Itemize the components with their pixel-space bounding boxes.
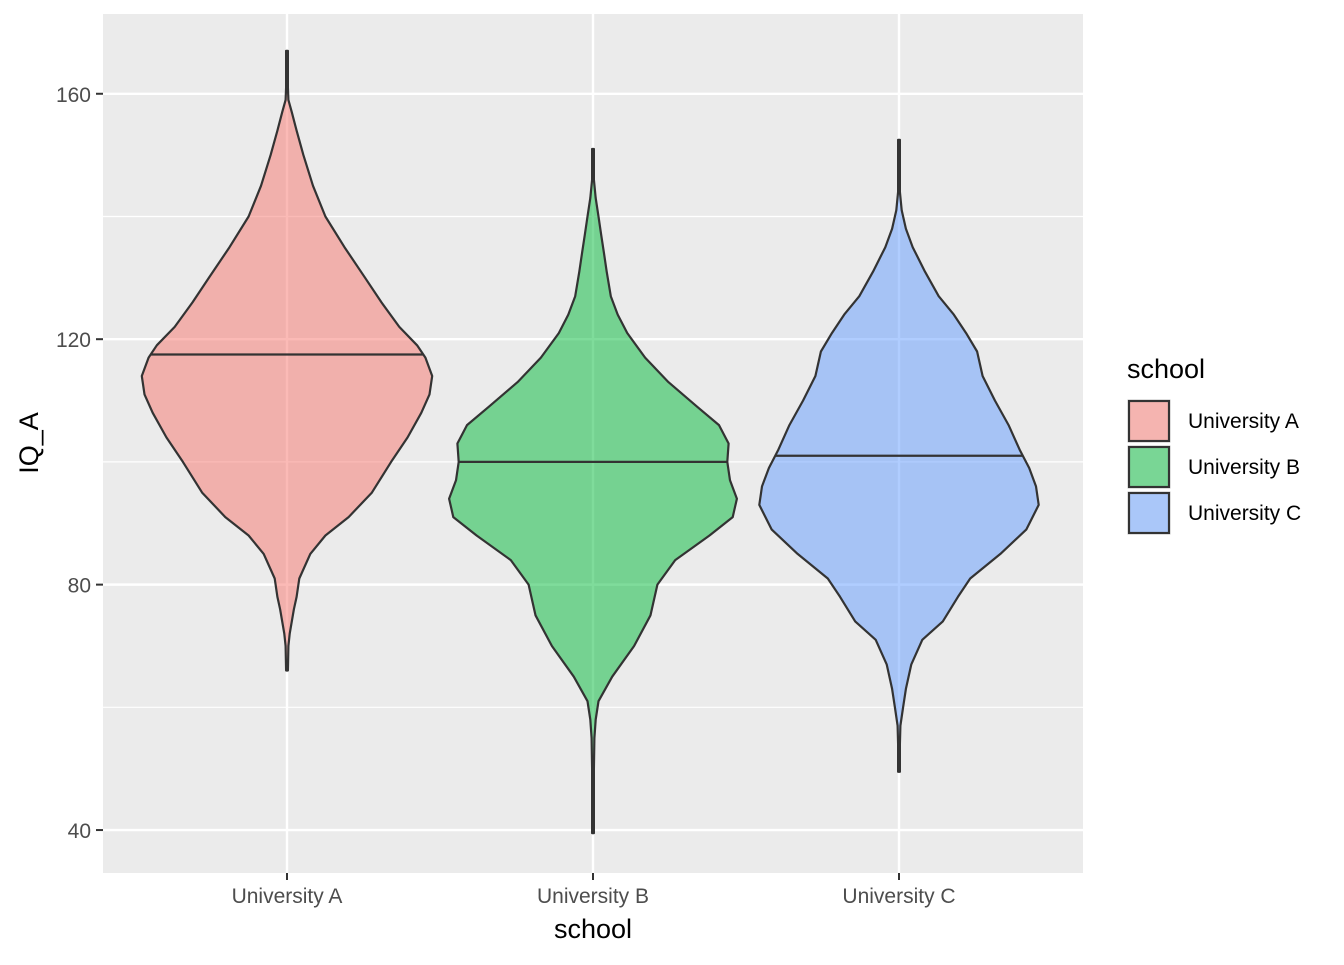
legend-title: school bbox=[1127, 354, 1205, 384]
legend-entry: University B bbox=[1127, 445, 1300, 489]
y-tick-label: 120 bbox=[56, 329, 91, 352]
y-axis: 40 80 120 160 bbox=[56, 84, 103, 843]
legend: school University A University B Universit… bbox=[1127, 354, 1301, 535]
legend-key-swatch bbox=[1127, 445, 1171, 489]
legend-entry-label: University C bbox=[1188, 502, 1301, 525]
y-tick-label: 40 bbox=[68, 820, 91, 843]
legend-entry-label: University B bbox=[1188, 456, 1300, 479]
y-tick-label: 160 bbox=[56, 84, 91, 107]
x-tick-label: University A bbox=[232, 885, 343, 908]
legend-entry-label: University A bbox=[1188, 410, 1299, 433]
y-axis-title: IQ_A bbox=[14, 412, 44, 474]
legend-entry: University A bbox=[1127, 399, 1299, 443]
violin-university-a bbox=[140, 49, 434, 672]
x-axis-title: school bbox=[554, 914, 632, 944]
legend-entry: University C bbox=[1127, 491, 1301, 535]
x-tick-label: University B bbox=[537, 885, 649, 908]
violin-university-b bbox=[448, 147, 738, 835]
x-axis: University A University B University C bbox=[232, 873, 956, 908]
violins-layer bbox=[140, 49, 1040, 835]
y-tick-label: 80 bbox=[68, 575, 91, 598]
legend-key-swatch bbox=[1127, 399, 1171, 443]
legend-key-swatch bbox=[1127, 491, 1171, 535]
x-tick-label: University C bbox=[842, 885, 955, 908]
